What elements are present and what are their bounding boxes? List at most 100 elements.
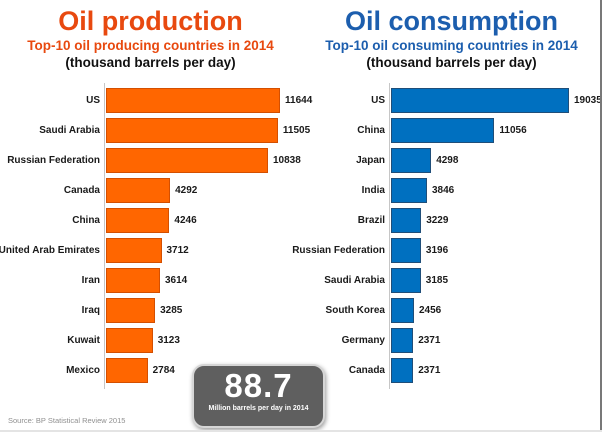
category-label: Saudi Arabia: [39, 124, 100, 136]
bar: [391, 267, 421, 293]
consumption-subtitle: Top-10 oil consuming countries in 2014: [325, 38, 578, 53]
category-label: Germany: [341, 334, 385, 346]
value-label: 3846: [432, 184, 455, 196]
bar: [106, 147, 268, 173]
value-label: 3712: [166, 244, 189, 256]
category-label: US: [86, 94, 100, 106]
bar-row: China 4246: [0, 205, 301, 235]
value-label: 3285: [160, 304, 183, 316]
window-bottom-edge: [0, 430, 602, 432]
bar-row: Germany 2371: [301, 325, 602, 355]
value-label: 10838: [273, 154, 301, 166]
value-label: 3196: [425, 244, 449, 256]
value-label: 3185: [425, 274, 449, 286]
consumption-category-axis: [389, 83, 390, 389]
bar: [391, 357, 414, 383]
category-label: South Korea: [325, 304, 385, 316]
source-note: Source: BP Statistical Review 2015: [8, 416, 126, 425]
bar-row: Canada 2371: [301, 355, 602, 385]
bar: [391, 207, 422, 233]
category-label: Mexico: [66, 364, 100, 376]
bar: [391, 297, 414, 323]
category-label: Kuwait: [67, 334, 100, 346]
value-label: 4292: [175, 184, 198, 196]
bar-row: South Korea 2456: [301, 295, 602, 325]
bar: [106, 177, 171, 203]
value-label: 4246: [174, 214, 197, 226]
consumption-bars: US 19035 China 11056 Japan 4298 India 3846 Brazi…: [292, 85, 602, 385]
category-label: Canada: [63, 184, 100, 196]
bar-row: Kuwait 3123: [0, 325, 301, 355]
production-plot-area: US 11644 Saudi Arabia 11505 Russian Federati…: [0, 83, 312, 391]
bar-row: Mexico 2784: [0, 355, 301, 385]
value-label: 2456: [419, 304, 442, 316]
value-label: 19035: [574, 94, 602, 106]
production-title: Oil production: [58, 6, 243, 36]
value-label: 2371: [418, 334, 441, 346]
bar-row: Canada 4292: [0, 175, 301, 205]
category-label: Brazil: [357, 214, 385, 226]
bar: [106, 357, 148, 383]
production-subtitle: Top-10 oil producing countries in 2014: [27, 38, 274, 53]
world-total-value: 88.7: [224, 367, 293, 404]
bar: [391, 177, 427, 203]
category-label: India: [361, 184, 385, 196]
bar-row: Saudi Arabia 11505: [0, 115, 310, 145]
bar: [106, 267, 160, 293]
category-label: Russian Federation: [292, 244, 385, 256]
category-label: US: [371, 94, 385, 106]
bar: [391, 237, 421, 263]
bar: [106, 207, 170, 233]
bar: [106, 327, 153, 353]
bar-row: Russian Federation 10838: [0, 145, 301, 175]
category-label: Saudi Arabia: [324, 274, 385, 286]
consumption-title: Oil consumption: [345, 6, 558, 36]
bar: [391, 117, 495, 143]
value-label: 3229: [426, 214, 449, 226]
production-bars: US 11644 Saudi Arabia 11505 Russian Federati…: [0, 85, 312, 385]
world-total-badge: 88.7 Million barrels per day in 2014: [192, 364, 325, 428]
value-label: 2371: [418, 364, 441, 376]
bar-row: India 3846: [301, 175, 602, 205]
value-label: 2784: [152, 364, 175, 376]
window-right-edge: [600, 0, 602, 432]
value-label: 3123: [157, 334, 180, 346]
value-label: 11644: [285, 94, 313, 106]
category-label: China: [72, 214, 100, 226]
bar: [106, 297, 156, 323]
bar: [106, 117, 278, 143]
oil-consumption-chart: Oil consumption Top-10 oil consuming cou…: [292, 0, 602, 432]
value-label: 3614: [165, 274, 188, 286]
value-label: 11505: [282, 124, 311, 136]
bar-row: Russian Federation 3196: [292, 235, 602, 265]
value-label: 4298: [436, 154, 459, 166]
bar-row: Iraq 3285: [0, 295, 301, 325]
category-label: United Arab Emirates: [0, 244, 100, 256]
category-label: Canada: [348, 364, 385, 376]
category-label: Iraq: [81, 304, 100, 316]
world-total-caption: Million barrels per day in 2014: [208, 405, 309, 412]
category-label: Russian Federation: [7, 154, 100, 166]
bar: [106, 237, 162, 263]
category-label: China: [357, 124, 385, 136]
bar-row: China 11056: [301, 115, 602, 145]
bar-row: Saudi Arabia 3185: [301, 265, 602, 295]
production-category-axis: [104, 83, 105, 389]
bar-row: US 19035: [301, 85, 602, 115]
bar-row: US 11644: [0, 85, 312, 115]
category-label: Iran: [81, 274, 100, 286]
bar: [106, 87, 280, 113]
bar-row: Iran 3614: [0, 265, 301, 295]
consumption-unit-label: (thousand barrels per day): [366, 55, 537, 70]
bar-row: Brazil 3229: [301, 205, 602, 235]
consumption-plot-area: US 19035 China 11056 Japan 4298 India 3846 Brazi…: [292, 83, 602, 391]
category-label: Japan: [356, 154, 385, 166]
bar: [391, 327, 414, 353]
bar: [391, 87, 569, 113]
bar-row: United Arab Emirates 3712: [0, 235, 301, 265]
bar-row: Japan 4298: [301, 145, 602, 175]
oil-production-chart: Oil production Top-10 oil producing coun…: [0, 6, 312, 391]
bar: [391, 147, 432, 173]
value-label: 11056: [499, 124, 527, 136]
